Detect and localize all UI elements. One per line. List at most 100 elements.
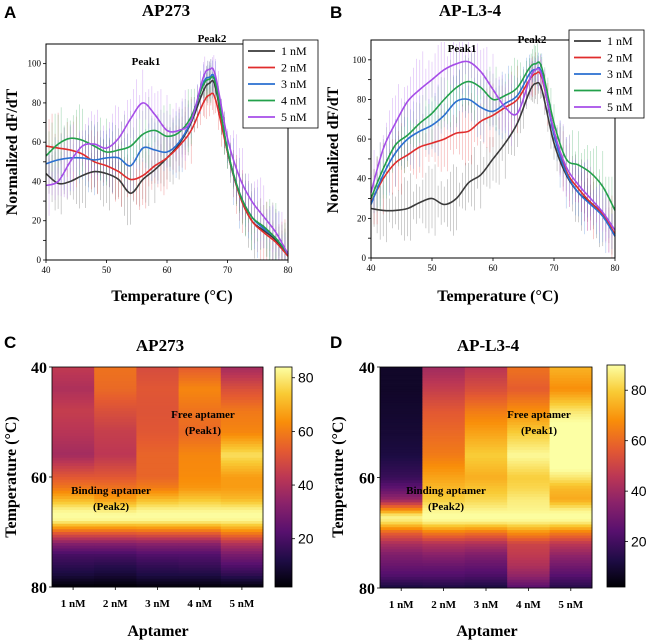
x-ticks-b: 40 50 60 70 80 <box>367 258 620 273</box>
heatmap-cell-d <box>464 378 508 382</box>
heatmap-cell-d <box>507 458 550 462</box>
heatmap-cell-c <box>220 551 264 555</box>
heatmap-cell-c <box>94 510 137 514</box>
heatmap-cell-c <box>178 375 222 379</box>
heatmap-cell-c <box>178 578 222 582</box>
heatmap-cell-d <box>507 375 550 379</box>
heatmap-cell-c <box>136 562 179 566</box>
heatmap-cell-c <box>178 452 222 456</box>
heatmap-cell-d <box>507 460 550 465</box>
heatmap-cell-c <box>94 386 137 390</box>
heatmap-cell-d <box>464 405 508 409</box>
heatmap-cell-d <box>380 400 423 404</box>
heatmap-cell-d <box>507 449 550 454</box>
heatmap-cell-c <box>52 411 95 415</box>
heatmap-cell-d <box>507 367 550 371</box>
heatmap-cell-d <box>464 447 508 451</box>
heatmap-cell-d <box>464 480 508 484</box>
heatmap-cell-c <box>178 413 222 417</box>
heatmap-cell-c <box>220 433 264 437</box>
heatmap-cell-c <box>136 424 179 428</box>
heatmap-cell-c <box>220 562 264 566</box>
series-line-a-5nm <box>45 67 289 255</box>
heatmap-cell-c <box>52 438 95 442</box>
legend-a: 1 nM 2 nM 3 nM 4 nM 5 nM <box>242 39 319 129</box>
heatmap-cell-c <box>220 479 264 483</box>
heatmap-cell-d <box>464 471 508 476</box>
heatmap-cell-c <box>94 548 137 552</box>
x-tick-label-d: 5 nM <box>558 599 583 611</box>
heatmap-cell-c <box>220 515 264 519</box>
heatmap-cell-c <box>220 543 264 547</box>
y-tick-label-c: 40 <box>31 360 47 377</box>
heatmap-cell-d <box>507 402 550 407</box>
heatmap-cell-c <box>220 488 264 492</box>
heatmap-cell-d <box>380 416 423 420</box>
heatmap-cell-d <box>380 389 423 393</box>
heatmap-cell-d <box>549 513 593 517</box>
heatmap-cell-c <box>220 540 264 544</box>
heatmap-cell-d <box>422 444 466 448</box>
heatmap-cell-d <box>549 516 593 520</box>
heatmap-cell-c <box>178 565 222 569</box>
heatmap-cell-d <box>380 552 423 556</box>
heatmap-cell-d <box>549 585 593 589</box>
heatmap-cell-d <box>549 413 593 418</box>
series-line-b-3nm <box>370 66 616 237</box>
heatmap-cell-d <box>422 585 466 589</box>
heatmap-cell-d <box>464 372 508 376</box>
heatmap-cell-d <box>464 529 508 534</box>
heatmap-cell-d <box>464 502 508 506</box>
heatmap-cell-d <box>380 433 423 437</box>
heatmap-cell-d <box>507 391 550 396</box>
heatmap-cell-c <box>94 477 137 481</box>
heatmap-cell-c <box>52 477 95 481</box>
heatmap-cell-d <box>549 524 593 528</box>
heatmap-cell-c <box>136 394 179 398</box>
heatmap-cell-d <box>422 389 466 393</box>
heatmap-cell-d <box>380 563 423 567</box>
heatmap-cell-d <box>507 441 550 445</box>
heatmap-cell-d <box>549 408 593 412</box>
heatmap-cell-d <box>507 532 550 536</box>
heatmap-cell-c <box>136 576 179 580</box>
heatmap-cell-c <box>220 493 264 497</box>
heatmap-cell-d <box>464 375 508 379</box>
heatmap-cell-c <box>136 512 179 516</box>
heatmap-cell-c <box>178 372 222 376</box>
heatmap-cell-c <box>52 463 95 467</box>
heatmap-cell-d <box>549 394 593 398</box>
heatmap-cell-d <box>549 455 593 459</box>
heatmap-cell-d <box>464 554 508 559</box>
heatmap-cell-d <box>422 538 466 542</box>
y-tick-label-a: 40 <box>32 176 42 186</box>
heatmap-cell-d <box>380 447 423 451</box>
heatmap-cell-c <box>220 419 264 423</box>
heatmap-cell-c <box>178 433 222 437</box>
y-tick-label-d: 60 <box>359 471 375 488</box>
heatmap-cell-c <box>178 471 222 475</box>
heatmap-cell-d <box>549 444 593 448</box>
heatmap-cell-c <box>220 466 264 470</box>
heatmap-cell-d <box>549 372 593 376</box>
heatmap-cell-c <box>94 397 137 401</box>
heatmap-cell-c <box>178 510 222 514</box>
heatmap-cell-c <box>52 493 95 497</box>
heatmap-cell-c <box>178 460 222 464</box>
legend-label-a: 4 nM <box>281 94 307 108</box>
heatmap-cell-d <box>549 574 593 578</box>
heatmap-cell-d <box>422 576 466 581</box>
heatmap-cell-c <box>52 369 95 373</box>
heatmap-cell-c <box>178 493 222 497</box>
panel-d-heatmap: AP-L3-4 1 nM 2 nM 3 nM 4 nM 5 nM 40 60 80 Apta… <box>330 336 647 640</box>
heatmap-cell-c <box>94 468 137 472</box>
heatmap-cell-d <box>422 405 466 409</box>
heatmap-cell-c <box>178 554 222 558</box>
heatmap-cell-d <box>549 532 593 536</box>
y-ticks-a: 0 20 40 60 80 100 <box>28 59 46 265</box>
heatmap-cell-d <box>380 444 423 448</box>
heatmap-cell-c <box>136 446 179 450</box>
heatmap-cell-c <box>52 532 95 536</box>
heatmap-cells-c <box>52 367 264 588</box>
